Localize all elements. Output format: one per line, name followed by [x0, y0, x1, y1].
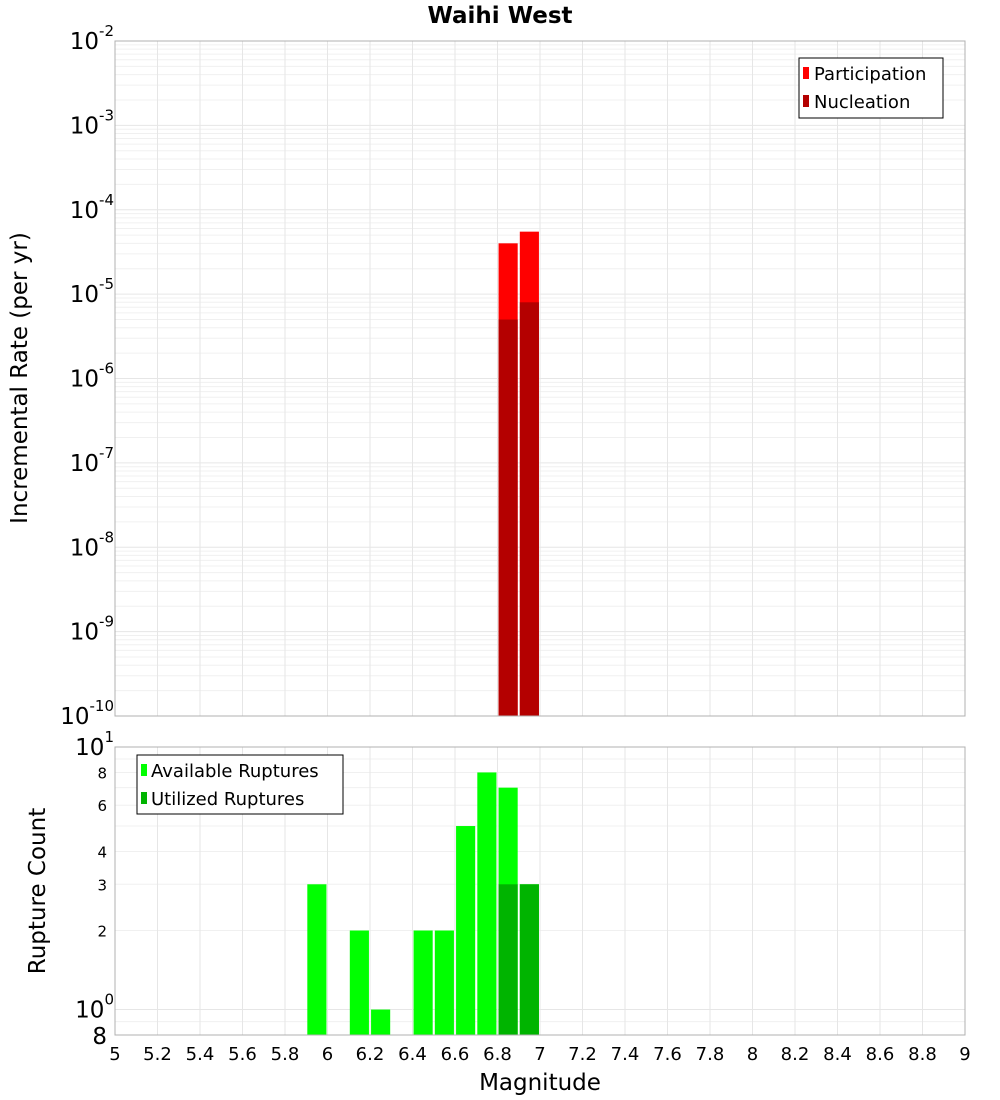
- tick-exp: -9: [99, 613, 114, 631]
- x-tick-label: 6.4: [398, 1044, 427, 1065]
- legend-label-nucleation: Nucleation: [814, 92, 910, 113]
- bottom-y-minor-tick-label: 3: [97, 876, 107, 894]
- bottom-y-minor-tick-label: 4: [97, 843, 107, 861]
- bar-available-ruptures: [413, 930, 433, 1035]
- top-y-ticks: 10-210-310-410-510-610-710-810-910-10: [60, 22, 114, 730]
- tick-exp: -3: [99, 106, 114, 124]
- x-axis-label: Magnitude: [479, 1070, 601, 1096]
- bar-available-ruptures: [307, 884, 327, 1035]
- top-y-tick-label: 10-7: [70, 444, 114, 477]
- x-tick-label: 5: [109, 1044, 120, 1065]
- bottom-y-tick-label: 101: [75, 728, 114, 761]
- x-tick-label: 6: [322, 1044, 333, 1065]
- x-tick-label: 5.8: [271, 1044, 300, 1065]
- top-legend-box: [798, 57, 944, 119]
- bottom-plot-border: [114, 746, 966, 1036]
- tick-base: 10: [75, 998, 104, 1024]
- bottom-y-axis-label: Rupture Count: [25, 808, 51, 974]
- x-tick-label: 7.8: [696, 1044, 725, 1065]
- top-plot-border: [114, 40, 966, 717]
- x-tick-label: 7.6: [653, 1044, 682, 1065]
- bottom-y-tick-bottom-label: 8: [92, 1024, 107, 1050]
- top-y-axis-label: Incremental Rate (per yr): [7, 232, 33, 524]
- bar-utilized-ruptures: [498, 884, 518, 1035]
- bar-available-ruptures: [477, 772, 497, 1035]
- x-tick-label: 7: [534, 1044, 545, 1065]
- tick-base: 10: [60, 704, 89, 730]
- tick-base: 10: [70, 367, 99, 393]
- legend-label-available: Available Ruptures: [151, 761, 319, 782]
- tick-base: 10: [70, 113, 99, 139]
- top-y-tick-label: 10-5: [70, 275, 114, 308]
- x-tick-label: 6.6: [441, 1044, 470, 1065]
- x-tick-label: 7.4: [611, 1044, 640, 1065]
- tick-exp: -10: [90, 697, 115, 715]
- x-tick-label: 5.2: [143, 1044, 172, 1065]
- tick-base: 10: [70, 451, 99, 477]
- top-bars: [498, 231, 539, 717]
- tick-base: 10: [70, 198, 99, 224]
- top-grid: [114, 41, 966, 717]
- tick-exp: -5: [99, 275, 114, 293]
- bottom-y-minor-tick-label: 8: [97, 764, 107, 782]
- tick-base: 10: [70, 620, 99, 646]
- tick-exp: -4: [99, 191, 114, 209]
- x-tick-label: 7.2: [568, 1044, 597, 1065]
- bottom-y-minor-tick-label: 6: [97, 797, 107, 815]
- top-y-tick-label: 10-8: [70, 528, 114, 561]
- x-tick-label: 8.8: [908, 1044, 937, 1065]
- legend-label-utilized: Utilized Ruptures: [151, 789, 304, 810]
- tick-exp: 0: [104, 991, 114, 1009]
- bar-available-ruptures: [456, 826, 476, 1035]
- tick-base: 10: [75, 735, 104, 761]
- legend-swatch-available: [141, 764, 147, 776]
- top-y-tick-label: 10-4: [70, 191, 114, 224]
- chart-title: Waihi West: [427, 3, 572, 29]
- x-ticks: 5 5.2 5.4 5.6 5.8 6 6.2 6.4 6.6 6.8 7 7.2 7.4 7.6 7.8 8…: [109, 1044, 970, 1065]
- tick-exp: -7: [99, 444, 114, 462]
- tick-base: 10: [70, 282, 99, 308]
- top-y-tick-label: 10-9: [70, 613, 114, 646]
- x-tick-label: 5.4: [186, 1044, 215, 1065]
- bar-available-ruptures: [434, 930, 454, 1035]
- top-y-tick-label: 10-6: [70, 360, 114, 393]
- bar-nucleation: [519, 302, 539, 716]
- top-panel: 10-210-310-410-510-610-710-810-910-10 In…: [7, 22, 966, 730]
- legend-swatch-utilized: [141, 792, 147, 804]
- legend-swatch-nucleation: [803, 95, 809, 107]
- bottom-y-tick-label: 100: [75, 991, 114, 1024]
- bottom-legend-box: [136, 754, 344, 815]
- bar-available-ruptures: [371, 1009, 391, 1035]
- bottom-bars: [307, 772, 539, 1035]
- top-legend: Participation Nucleation: [798, 57, 944, 119]
- top-y-tick-label: 10-10: [60, 697, 114, 730]
- x-tick-label: 8.2: [781, 1044, 810, 1065]
- bottom-legend: Available Ruptures Utilized Ruptures: [136, 754, 344, 815]
- tick-exp: -6: [99, 360, 114, 378]
- x-tick-label: 9: [959, 1044, 970, 1065]
- bar-nucleation: [498, 319, 518, 716]
- tick-base: 10: [70, 535, 99, 561]
- x-tick-label: 8.4: [823, 1044, 852, 1065]
- legend-swatch-participation: [803, 67, 809, 79]
- bottom-y-minor-tick-label: 2: [97, 923, 107, 941]
- top-y-tick-label: 10-2: [70, 22, 114, 55]
- tick-exp: -8: [99, 528, 114, 546]
- bar-utilized-ruptures: [519, 884, 539, 1035]
- top-y-tick-label: 10-3: [70, 106, 114, 139]
- x-tick-label: 6.8: [483, 1044, 512, 1065]
- bar-available-ruptures: [349, 930, 369, 1035]
- legend-label-participation: Participation: [814, 64, 926, 85]
- tick-exp: 1: [104, 728, 114, 746]
- x-tick-label: 5.6: [228, 1044, 257, 1065]
- x-tick-label: 8.6: [866, 1044, 895, 1065]
- tick-exp: -2: [99, 22, 114, 40]
- tick-base: 10: [70, 29, 99, 55]
- x-tick-label: 8: [747, 1044, 758, 1065]
- x-tick-label: 6.2: [356, 1044, 385, 1065]
